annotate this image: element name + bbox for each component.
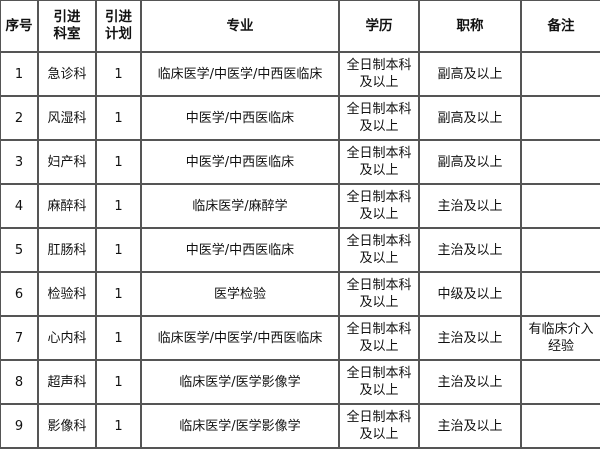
cell-education: 全日制本科及以上 bbox=[338, 227, 420, 273]
cell-major: 中医学/中西医临床 bbox=[140, 227, 340, 273]
cell-title: 主治及以上 bbox=[418, 403, 522, 449]
cell-title: 主治及以上 bbox=[418, 315, 522, 361]
header-col-major: 专业 bbox=[140, 0, 340, 53]
cell-remark bbox=[520, 95, 600, 141]
cell-title: 主治及以上 bbox=[418, 359, 522, 405]
cell-index: 5 bbox=[0, 227, 39, 273]
cell-plan: 1 bbox=[95, 51, 142, 97]
cell-education: 全日制本科及以上 bbox=[338, 315, 420, 361]
cell-remark bbox=[520, 139, 600, 185]
header-col-remark: 备注 bbox=[520, 0, 600, 53]
header-col-education: 学历 bbox=[338, 0, 420, 53]
cell-major: 临床医学/医学影像学 bbox=[140, 359, 340, 405]
cell-index: 3 bbox=[0, 139, 39, 185]
cell-education: 全日制本科及以上 bbox=[338, 139, 420, 185]
cell-index: 1 bbox=[0, 51, 39, 97]
cell-remark bbox=[520, 403, 600, 449]
table-row: 5 肛肠科 1 中医学/中西医临床 全日制本科及以上 主治及以上 bbox=[0, 227, 600, 273]
table-row: 9 影像科 1 临床医学/医学影像学 全日制本科及以上 主治及以上 bbox=[0, 403, 600, 449]
cell-remark bbox=[520, 359, 600, 405]
cell-major: 临床医学/医学影像学 bbox=[140, 403, 340, 449]
cell-remark bbox=[520, 227, 600, 273]
cell-index: 7 bbox=[0, 315, 39, 361]
cell-education: 全日制本科及以上 bbox=[338, 403, 420, 449]
table-row: 4 麻醉科 1 临床医学/麻醉学 全日制本科及以上 主治及以上 bbox=[0, 183, 600, 229]
cell-plan: 1 bbox=[95, 183, 142, 229]
cell-plan: 1 bbox=[95, 315, 142, 361]
table-row: 7 心内科 1 临床医学/中医学/中西医临床 全日制本科及以上 主治及以上 有临床介入经验 bbox=[0, 315, 600, 361]
cell-department: 风湿科 bbox=[37, 95, 97, 141]
header-row: 序号 引进科室 引进计划 专业 学历 职称 备注 bbox=[0, 0, 600, 53]
cell-department: 麻醉科 bbox=[37, 183, 97, 229]
cell-department: 影像科 bbox=[37, 403, 97, 449]
cell-education: 全日制本科及以上 bbox=[338, 271, 420, 317]
cell-plan: 1 bbox=[95, 403, 142, 449]
header-col-department: 引进科室 bbox=[37, 0, 97, 53]
cell-plan: 1 bbox=[95, 139, 142, 185]
table-row: 1 急诊科 1 临床医学/中医学/中西医临床 全日制本科及以上 副高及以上 bbox=[0, 51, 600, 97]
cell-title: 中级及以上 bbox=[418, 271, 522, 317]
cell-index: 2 bbox=[0, 95, 39, 141]
cell-education: 全日制本科及以上 bbox=[338, 95, 420, 141]
cell-department: 急诊科 bbox=[37, 51, 97, 97]
cell-title: 副高及以上 bbox=[418, 51, 522, 97]
cell-major: 中医学/中西医临床 bbox=[140, 95, 340, 141]
cell-department: 检验科 bbox=[37, 271, 97, 317]
cell-department: 妇产科 bbox=[37, 139, 97, 185]
cell-remark bbox=[520, 51, 600, 97]
header-col-title: 职称 bbox=[418, 0, 522, 53]
cell-title: 主治及以上 bbox=[418, 227, 522, 273]
cell-plan: 1 bbox=[95, 359, 142, 405]
cell-major: 临床医学/中医学/中西医临床 bbox=[140, 51, 340, 97]
cell-plan: 1 bbox=[95, 227, 142, 273]
cell-department: 心内科 bbox=[37, 315, 97, 361]
cell-plan: 1 bbox=[95, 271, 142, 317]
cell-education: 全日制本科及以上 bbox=[338, 51, 420, 97]
cell-major: 临床医学/麻醉学 bbox=[140, 183, 340, 229]
table-row: 3 妇产科 1 中医学/中西医临床 全日制本科及以上 副高及以上 bbox=[0, 139, 600, 185]
table-row: 8 超声科 1 临床医学/医学影像学 全日制本科及以上 主治及以上 bbox=[0, 359, 600, 405]
cell-remark bbox=[520, 183, 600, 229]
cell-education: 全日制本科及以上 bbox=[338, 183, 420, 229]
cell-education: 全日制本科及以上 bbox=[338, 359, 420, 405]
cell-major: 中医学/中西医临床 bbox=[140, 139, 340, 185]
cell-remark bbox=[520, 271, 600, 317]
cell-index: 4 bbox=[0, 183, 39, 229]
cell-title: 副高及以上 bbox=[418, 139, 522, 185]
cell-index: 8 bbox=[0, 359, 39, 405]
cell-major: 临床医学/中医学/中西医临床 bbox=[140, 315, 340, 361]
table-row: 2 风湿科 1 中医学/中西医临床 全日制本科及以上 副高及以上 bbox=[0, 95, 600, 141]
cell-index: 9 bbox=[0, 403, 39, 449]
header-col-plan: 引进计划 bbox=[95, 0, 142, 53]
cell-department: 超声科 bbox=[37, 359, 97, 405]
header-col-index: 序号 bbox=[0, 0, 39, 53]
cell-index: 6 bbox=[0, 271, 39, 317]
cell-major: 医学检验 bbox=[140, 271, 340, 317]
table-row: 6 检验科 1 医学检验 全日制本科及以上 中级及以上 bbox=[0, 271, 600, 317]
cell-plan: 1 bbox=[95, 95, 142, 141]
cell-remark: 有临床介入经验 bbox=[520, 315, 600, 361]
cell-title: 主治及以上 bbox=[418, 183, 522, 229]
cell-title: 副高及以上 bbox=[418, 95, 522, 141]
cell-department: 肛肠科 bbox=[37, 227, 97, 273]
